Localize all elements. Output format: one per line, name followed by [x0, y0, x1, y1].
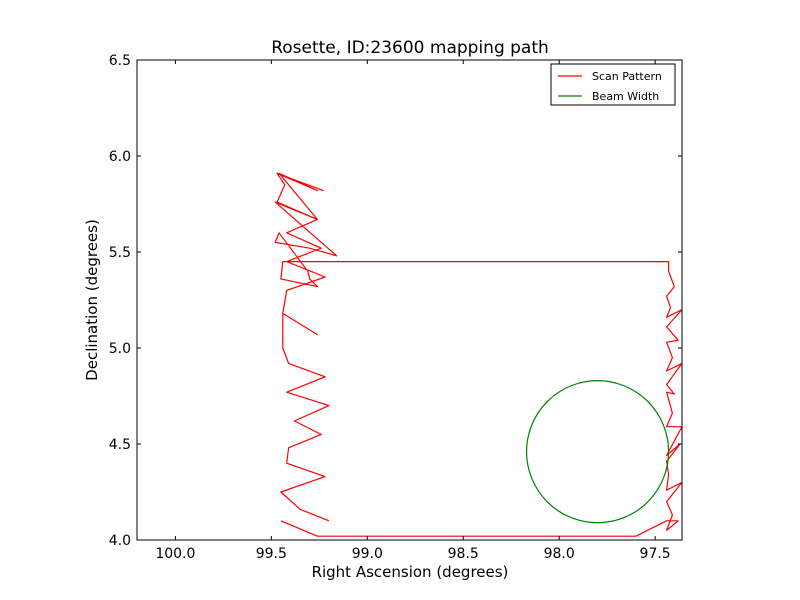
beam-width-circle	[525, 380, 670, 524]
x-tick-label: 98.5	[448, 546, 479, 562]
y-tick-label: 6.5	[109, 53, 131, 69]
legend-label-scan-pattern: Scan Pattern	[592, 70, 662, 83]
y-tick-label: 6.0	[109, 149, 131, 165]
x-tick-label: 100.0	[155, 546, 195, 562]
legend-label-beam-width: Beam Width	[592, 90, 659, 103]
x-tick-label: 99.0	[352, 546, 383, 562]
legend: Scan Pattern Beam Width	[550, 63, 676, 106]
x-tick-label: 99.5	[256, 546, 287, 562]
legend-box	[550, 63, 676, 106]
chart-title: Rosette, ID:23600 mapping path	[271, 38, 549, 58]
axes-frame	[136, 59, 683, 541]
scan-pattern-line	[274, 172, 682, 537]
x-tick-label: 97.5	[640, 546, 671, 562]
tick-layer: 100.0 99.5 99.0 98.5 98.0 97.5 4.0 4.5 5.0 5.5 6.0…	[109, 53, 682, 562]
y-tick-label: 4.0	[109, 533, 131, 549]
y-tick-label: 5.5	[109, 245, 131, 261]
y-tick-label: 5.0	[109, 341, 131, 357]
x-axis-label: Right Ascension (degrees)	[312, 563, 509, 581]
y-tick-label: 4.5	[109, 437, 131, 453]
plot-area	[274, 172, 682, 537]
y-axis-label: Declination (degrees)	[83, 219, 101, 381]
x-tick-label: 98.0	[544, 546, 575, 562]
